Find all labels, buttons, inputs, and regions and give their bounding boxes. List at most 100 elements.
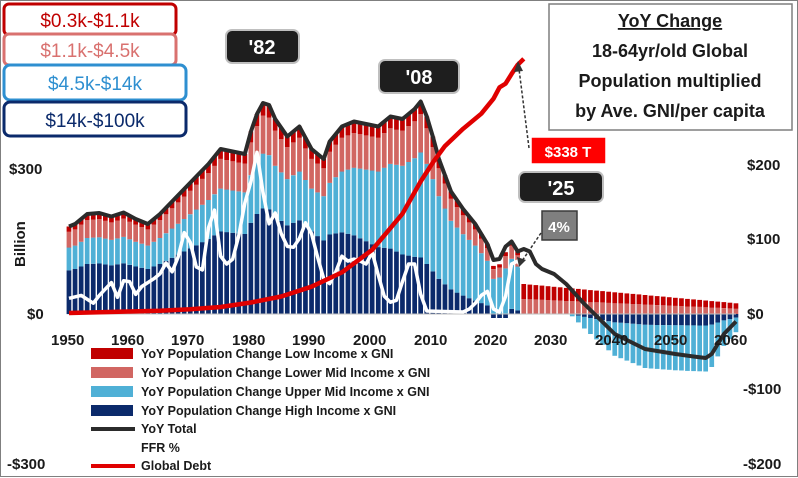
bar-lowmid: [206, 173, 211, 200]
title-line-2: 18-64yr/old Global: [592, 41, 748, 61]
bar-uppermid: [436, 196, 442, 279]
bar-low: [400, 119, 405, 131]
bar-high: [175, 254, 181, 314]
bar-low: [612, 292, 618, 304]
bar-lowmid: [721, 308, 727, 314]
bar-lowmid: [412, 121, 417, 159]
bar-high: [679, 314, 684, 326]
bar-low: [721, 302, 727, 308]
bar-lowmid: [266, 117, 272, 156]
bar-low: [594, 290, 599, 303]
bar-lowmid: [460, 215, 466, 235]
bar-lowmid: [442, 183, 448, 209]
bar-lowmid: [673, 305, 678, 314]
bar-high: [509, 308, 514, 314]
bar-low: [679, 298, 684, 307]
right-axis: $200 $100 $0 -$100 -$200: [743, 157, 781, 473]
bar-lowmid: [163, 214, 169, 234]
bar-lowmid: [533, 299, 539, 314]
bar-high: [442, 284, 448, 314]
bar-lowmid: [521, 299, 527, 314]
bar-low: [278, 127, 284, 139]
bar-high: [169, 257, 175, 315]
bar-low: [206, 164, 211, 173]
bar-low: [157, 214, 163, 220]
bar-high: [278, 220, 284, 314]
bar-high: [612, 314, 618, 323]
bar-uppermid: [242, 192, 248, 234]
bar-lowmid: [90, 219, 96, 238]
bar-high: [503, 314, 508, 318]
bar-lowmid: [594, 302, 599, 314]
bar-uppermid: [278, 172, 284, 221]
bar-uppermid: [163, 233, 169, 261]
bar-lowmid: [703, 307, 708, 315]
x-axis-ticks: 1950 1960 1970 1980 1990 2000 2010 2020 …: [51, 332, 747, 349]
bar-lowmid: [272, 130, 278, 166]
bar-low: [691, 299, 696, 307]
x-tick-2040: 2040: [595, 332, 628, 349]
callouts: '82 '08 '25 4% $338 T: [225, 29, 607, 267]
bar-uppermid: [412, 158, 417, 257]
bar-high: [673, 314, 678, 326]
callout-08: '08: [405, 67, 432, 89]
bar-high: [381, 247, 387, 314]
bar-uppermid: [315, 192, 320, 237]
legend-high: YoY Population Change High Income x GNI: [141, 404, 396, 418]
bar-high: [218, 231, 223, 314]
bar-lowmid: [545, 300, 551, 314]
bar-uppermid: [127, 239, 132, 265]
bar-uppermid: [297, 171, 302, 221]
bar-high: [406, 255, 411, 314]
bar-low: [448, 191, 454, 199]
x-tick-2010: 2010: [414, 332, 447, 349]
bar-lowmid: [563, 300, 569, 314]
bar-uppermid: [109, 239, 114, 266]
bar-uppermid: [284, 179, 290, 226]
bar-high: [388, 248, 393, 314]
callout-debt-pointer: [518, 68, 530, 149]
bar-low: [588, 290, 593, 303]
bar-uppermid: [339, 171, 345, 233]
bar-high: [327, 234, 333, 314]
bar-uppermid: [418, 152, 423, 258]
x-tick-1960: 1960: [111, 332, 144, 349]
bar-low: [388, 116, 393, 129]
callout-25: '25: [547, 178, 574, 200]
bar-lowmid: [260, 115, 266, 154]
bar-uppermid: [248, 175, 254, 223]
bar-uppermid: [388, 163, 393, 249]
bar-uppermid: [594, 319, 599, 340]
bar-high: [97, 263, 102, 314]
bar-uppermid: [115, 238, 120, 265]
bar-lowmid: [115, 220, 120, 239]
bar-high: [576, 314, 581, 316]
bar-high: [660, 314, 666, 326]
bar-lowmid: [369, 136, 375, 171]
bar-high: [654, 314, 660, 325]
x-tick-1970: 1970: [171, 332, 204, 349]
bar-high: [436, 278, 442, 314]
bar-uppermid: [394, 164, 399, 252]
bar-uppermid: [272, 165, 278, 217]
bar-high: [109, 265, 114, 315]
bar-low: [266, 105, 272, 118]
bar-low: [381, 121, 387, 134]
bar-high: [200, 242, 205, 314]
bar-high: [291, 222, 296, 315]
bar-uppermid: [351, 167, 357, 236]
bar-low: [284, 136, 290, 148]
bar-low: [321, 159, 326, 169]
bar-lowmid: [660, 305, 666, 314]
bar-high: [733, 314, 739, 318]
band-label-high: $14k-$100k: [45, 111, 145, 132]
bar-high: [369, 244, 375, 314]
callout-25-box: [518, 171, 604, 203]
bar-lowmid: [642, 304, 648, 314]
bar-high: [309, 231, 314, 314]
bar-lowmid: [691, 306, 696, 314]
band-box-high: [2, 100, 188, 138]
bar-uppermid: [648, 324, 654, 369]
ffr-line: [68, 150, 526, 314]
